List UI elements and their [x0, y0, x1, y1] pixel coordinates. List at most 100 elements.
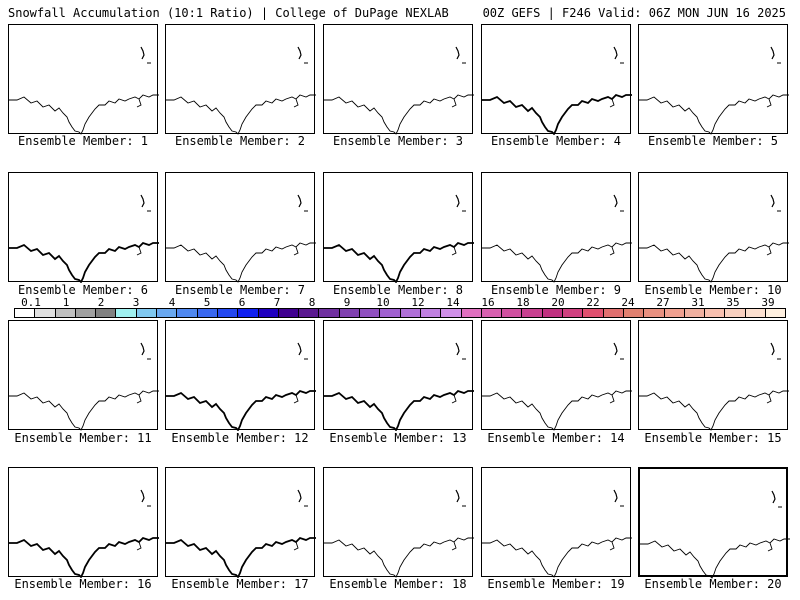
panel-label: Ensemble Member: 12	[171, 431, 309, 445]
panel-label: Ensemble Member: 5	[647, 134, 779, 148]
colorbar-swatch	[705, 309, 726, 317]
coastline-map	[324, 46, 474, 135]
coastline-map	[324, 194, 474, 283]
colorbar	[14, 308, 786, 318]
panel-label: Ensemble Member: 16	[14, 577, 152, 591]
colorbar-swatch	[745, 309, 766, 317]
panel-label: Ensemble Member: 2	[174, 134, 306, 148]
colorbar-tick-label: 4	[168, 296, 176, 309]
colorbar-swatch	[339, 309, 361, 317]
colorbar-swatch	[603, 309, 624, 317]
colorbar-swatch	[583, 309, 604, 317]
panel-label: Ensemble Member: 9	[490, 283, 622, 297]
colorbar-swatch	[725, 309, 746, 317]
map-panel	[8, 172, 159, 283]
colorbar-swatch	[542, 309, 564, 317]
colorbar-swatch	[116, 309, 137, 317]
colorbar-swatch	[319, 309, 340, 317]
colorbar-swatch	[177, 309, 198, 317]
map-panel	[638, 24, 789, 135]
map-panel	[165, 24, 316, 135]
panel-label: Ensemble Member: 10	[644, 283, 782, 297]
colorbar-tick-label: 22	[586, 296, 600, 309]
colorbar-swatch	[664, 309, 685, 317]
colorbar-swatch	[258, 309, 279, 317]
colorbar-swatch	[197, 309, 218, 317]
valid-time: 00Z GEFS | F246 Valid: 06Z MON JUN 16 20…	[482, 6, 786, 20]
colorbar-swatch	[400, 309, 421, 317]
map-panel	[165, 172, 316, 283]
colorbar-swatch	[278, 309, 300, 317]
coastline-map	[166, 489, 316, 578]
colorbar-tick-label: 5	[203, 296, 211, 309]
map-panel	[8, 467, 159, 578]
coastline-map	[482, 46, 632, 135]
panel-label: Ensemble Member: 15	[644, 431, 782, 445]
colorbar-tick-label: 3	[132, 296, 140, 309]
coastline-map	[9, 46, 159, 135]
map-panel	[481, 467, 632, 578]
colorbar-swatch	[136, 309, 158, 317]
coastline-map	[9, 489, 159, 578]
panel-label: Ensemble Member: 6	[17, 283, 149, 297]
coastline-map	[166, 194, 316, 283]
coastline-map	[166, 46, 316, 135]
coastline-map	[639, 342, 789, 431]
coastline-map	[9, 342, 159, 431]
panel-label: Ensemble Member: 7	[174, 283, 306, 297]
panel-label: Ensemble Member: 13	[329, 431, 467, 445]
colorbar-swatch	[157, 309, 178, 317]
map-panel	[323, 172, 474, 283]
colorbar-swatch	[238, 309, 259, 317]
colorbar-tick-label: 18	[516, 296, 530, 309]
colorbar-tick-label: 39	[761, 296, 775, 309]
map-panel	[165, 320, 316, 431]
colorbar-swatch	[684, 309, 706, 317]
colorbar-tick-label: 0.1	[21, 296, 41, 309]
coastline-map	[640, 490, 790, 579]
map-panel	[638, 320, 789, 431]
colorbar-tick-label: 12	[411, 296, 425, 309]
colorbar-tick-label: 2	[97, 296, 105, 309]
colorbar-swatch	[75, 309, 97, 317]
coastline-map	[482, 342, 632, 431]
coastline-map	[482, 194, 632, 283]
map-panel	[323, 467, 474, 578]
colorbar-swatch	[420, 309, 442, 317]
panel-label: Ensemble Member: 4	[490, 134, 622, 148]
colorbar-swatch	[35, 309, 56, 317]
map-panel	[8, 24, 159, 135]
colorbar-tick-label: 9	[343, 296, 351, 309]
map-panel	[323, 320, 474, 431]
map-panel	[481, 24, 632, 135]
panel-label: Ensemble Member: 1	[17, 134, 149, 148]
colorbar-tick-label: 35	[726, 296, 740, 309]
map-panel	[638, 467, 790, 579]
colorbar-tick-label: 24	[621, 296, 635, 309]
colorbar-swatch	[55, 309, 76, 317]
colorbar-swatch	[644, 309, 665, 317]
panel-label: Ensemble Member: 17	[171, 577, 309, 591]
colorbar-swatch	[217, 309, 239, 317]
colorbar-swatch	[360, 309, 381, 317]
map-panel	[165, 467, 316, 578]
colorbar-tick-label: 1	[62, 296, 70, 309]
colorbar-swatch	[481, 309, 503, 317]
panel-label: Ensemble Member: 18	[329, 577, 467, 591]
colorbar-swatch	[623, 309, 645, 317]
coastline-map	[166, 342, 316, 431]
colorbar-tick-label: 10	[376, 296, 390, 309]
coastline-map	[639, 46, 789, 135]
colorbar-swatch	[765, 309, 786, 317]
coastline-map	[324, 489, 474, 578]
map-panel	[638, 172, 789, 283]
colorbar-swatch	[441, 309, 462, 317]
panel-label: Ensemble Member: 14	[487, 431, 625, 445]
colorbar-tick-label: 16	[481, 296, 495, 309]
colorbar-swatch	[15, 309, 36, 317]
colorbar-tick-label: 7	[273, 296, 281, 309]
map-panel	[8, 320, 159, 431]
colorbar-tick-label: 14	[446, 296, 460, 309]
panel-label: Ensemble Member: 8	[332, 283, 464, 297]
chart-title: Snowfall Accumulation (10:1 Ratio) | Col…	[8, 6, 449, 20]
